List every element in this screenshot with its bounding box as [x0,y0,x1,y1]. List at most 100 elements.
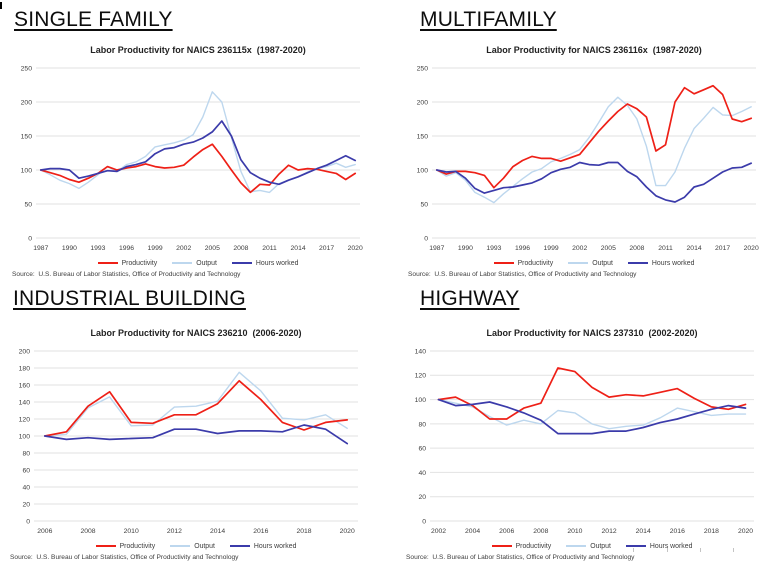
svg-text:120: 120 [19,416,31,423]
legend-label: Output [196,259,217,267]
productivity-line-swatch [95,545,116,547]
svg-text:150: 150 [21,133,33,140]
cropped-table-edge-tick [633,548,634,552]
svg-text:120: 120 [415,373,427,380]
chart-title: Labor Productivity for NAICS 236115x (19… [90,45,306,55]
legend-label: Hours worked [255,259,299,267]
svg-text:2017: 2017 [715,245,730,252]
svg-text:2016: 2016 [670,528,685,535]
svg-text:200: 200 [19,348,31,355]
source-note: Source: U.S. Bureau of Labor Statistics,… [406,554,635,561]
svg-text:80: 80 [22,450,30,457]
cropped-table-edge-tick [700,548,701,552]
legend-item-productivity: Productivity [491,542,552,550]
svg-text:100: 100 [21,167,33,174]
legend-item-output: Output [568,260,613,267]
hours-worked-line-swatch [625,545,646,547]
svg-text:1990: 1990 [458,245,473,252]
svg-text:2014: 2014 [636,528,651,535]
single-family-chart-block: Labor Productivity for NAICS 236115x (19… [6,44,378,278]
svg-text:250: 250 [21,65,33,72]
output-line-swatch [568,262,589,264]
svg-text:1987: 1987 [429,245,444,252]
legend-label: Productivity [515,542,552,550]
legend-item-productivity: Productivity [493,260,553,267]
legend-label: Productivity [119,542,156,550]
svg-text:50: 50 [24,201,32,208]
svg-text:180: 180 [19,365,31,372]
svg-text:1999: 1999 [544,245,559,252]
svg-text:140: 140 [19,399,31,406]
output-line-swatch [170,545,191,547]
multifamily-line-chart: 0 50 100 150 200 250 1987 1990 1993 1996 1999 2002 2… [417,65,759,252]
section-heading-industrial-building: INDUSTRIAL BUILDING [13,287,246,310]
svg-text:1990: 1990 [62,245,77,252]
legend-item-productivity: Productivity [97,260,157,267]
svg-text:2006: 2006 [499,528,514,535]
legend-item-productivity: Productivity [95,542,156,550]
svg-text:2008: 2008 [80,528,95,535]
svg-text:200: 200 [417,99,429,106]
industrial-building-section: INDUSTRIAL BUILDING Labor Productivity f… [0,285,384,569]
svg-text:100: 100 [415,397,427,404]
chart-legend: Productivity Output Hours worked [34,541,358,551]
svg-text:2005: 2005 [205,245,220,252]
hours-worked-line-swatch [229,545,250,547]
svg-text:0: 0 [424,235,428,242]
svg-text:2004: 2004 [465,528,480,535]
svg-text:1996: 1996 [515,245,530,252]
highway-chart-block: Labor Productivity for NAICS 237310 (200… [400,327,768,561]
multifamily-chart-block: Labor Productivity for NAICS 236116x (19… [402,44,768,278]
svg-text:1993: 1993 [90,245,105,252]
svg-text:2018: 2018 [296,528,311,535]
legend-item-hours-worked: Hours worked [627,259,695,267]
svg-text:2008: 2008 [233,245,248,252]
productivity-line-swatch [491,545,512,547]
single-family-line-chart: 0 50 100 150 200 250 1987 1990 1993 1996 1999 2002 2… [21,65,363,252]
productivity-line-swatch [493,262,514,264]
svg-text:20: 20 [418,494,426,501]
svg-text:2014: 2014 [687,245,702,252]
svg-text:2016: 2016 [253,528,268,535]
svg-text:2012: 2012 [602,528,617,535]
single-family-section: SINGLE FAMILY Labor Productivity for NAI… [0,0,384,284]
section-heading-multifamily: MULTIFAMILY [420,8,557,31]
screen-edge-artifact [0,2,2,9]
source-note: Source: U.S. Bureau of Labor Statistics,… [408,271,637,278]
svg-text:2020: 2020 [340,528,355,535]
source-note: Source: U.S. Bureau of Labor Statistics,… [12,271,241,278]
cropped-table-edge-tick [667,548,668,552]
chart-title: Labor Productivity for NAICS 236116x (19… [486,45,702,55]
svg-text:2002: 2002 [176,245,191,252]
svg-text:0: 0 [28,235,32,242]
svg-text:0: 0 [26,518,30,525]
legend-label: Output [590,542,611,550]
svg-text:60: 60 [22,467,30,474]
svg-text:2014: 2014 [210,528,225,535]
legend-label: Output [194,542,215,550]
legend-item-output: Output [170,543,215,550]
legend-label: Hours worked [649,542,693,550]
svg-text:200: 200 [21,99,33,106]
hours-worked-line-swatch [231,262,252,264]
svg-text:2014: 2014 [291,245,306,252]
legend-item-output: Output [566,543,611,550]
svg-text:100: 100 [417,167,429,174]
svg-text:1993: 1993 [486,245,501,252]
hours-worked-line-swatch [627,262,648,264]
legend-label: Hours worked [651,259,695,267]
svg-text:2006: 2006 [37,528,52,535]
legend-item-hours-worked: Hours worked [231,259,299,267]
chart-title: Labor Productivity for NAICS 236210 (200… [90,328,302,338]
legend-item-output: Output [172,260,217,267]
svg-text:160: 160 [19,382,31,389]
section-heading-single-family: SINGLE FAMILY [14,8,173,31]
svg-text:150: 150 [417,133,429,140]
chart-legend: Productivity Output Hours worked [432,258,756,268]
output-line-swatch [172,262,193,264]
multifamily-section: MULTIFAMILY Labor Productivity for NAICS… [384,0,768,284]
svg-text:2020: 2020 [738,528,753,535]
output-line-swatch [566,545,587,547]
svg-text:2011: 2011 [262,245,277,252]
svg-text:40: 40 [22,484,30,491]
